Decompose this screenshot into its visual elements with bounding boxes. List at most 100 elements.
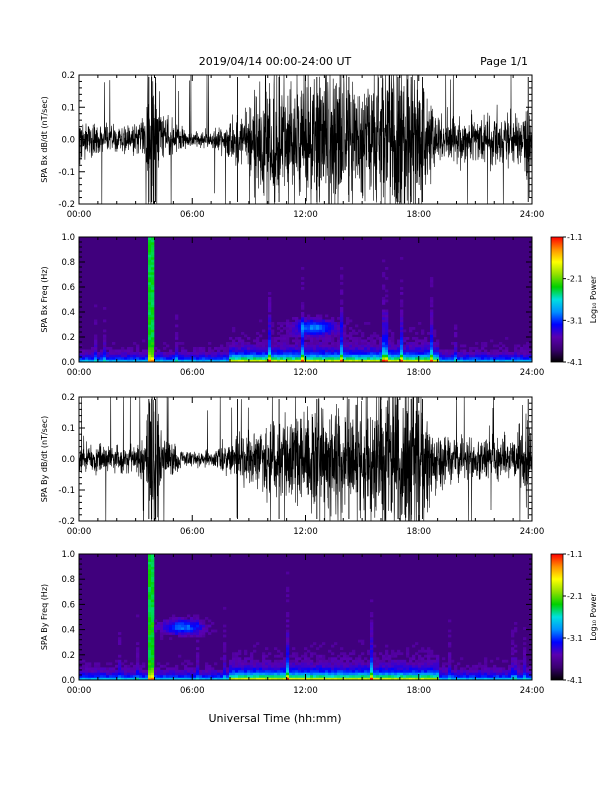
spectrogram-cell <box>124 664 128 668</box>
spectrogram-cell <box>418 677 422 681</box>
spectrogram-cell <box>439 352 443 355</box>
spectrogram-cell <box>271 662 275 666</box>
spectrogram-cell <box>145 675 149 678</box>
spectrogram-cell <box>151 252 155 255</box>
spectrogram-cell <box>376 347 380 350</box>
spectrogram-cell <box>304 344 308 348</box>
spectrogram-cell <box>340 329 344 333</box>
spectrogram-cell <box>118 637 122 640</box>
spectrogram-cell <box>382 309 386 313</box>
spectrogram-cell <box>385 654 389 658</box>
spectrogram-cell <box>202 627 206 630</box>
spectrogram-cell <box>364 662 368 666</box>
spectrogram-cell <box>385 664 389 668</box>
spectrogram-cell <box>406 664 410 668</box>
spectrogram-cell <box>520 659 524 663</box>
spectrogram-cell <box>289 329 293 333</box>
spectrogram-cell <box>409 667 413 671</box>
spectrogram-cell <box>343 349 347 353</box>
spectrogram-cell <box>130 677 134 681</box>
spectrogram-cell <box>154 667 158 671</box>
spectrogram-cell <box>325 357 329 360</box>
spectrogram-cell <box>286 659 290 663</box>
spectrogram-cell <box>148 292 152 295</box>
spectrogram-cell <box>136 354 140 358</box>
spectrogram-cell <box>325 342 329 345</box>
spectrogram-cell <box>442 677 446 681</box>
spectrogram-cell <box>388 342 392 345</box>
spectrogram-cell <box>316 672 320 676</box>
spectrogram-cell <box>484 677 488 681</box>
spectrogram-cell <box>382 327 386 330</box>
spectrogram-cell <box>445 677 449 681</box>
spectrogram-cell <box>274 667 278 671</box>
spectrogram-cell <box>319 314 323 318</box>
spectrogram-cell <box>184 669 188 673</box>
spectrogram-cell <box>283 359 287 363</box>
spectrogram-cell <box>403 664 407 668</box>
spectrogram-cell <box>148 262 152 265</box>
spectrogram-cell <box>355 342 359 345</box>
spectrogram-cell <box>151 259 155 263</box>
spectrogram-cell <box>175 347 179 350</box>
spectrogram-cell <box>373 657 377 661</box>
spectrogram-cell <box>385 327 389 330</box>
spectrogram-cell <box>127 347 131 350</box>
spectrogram-cell <box>79 677 83 681</box>
y-tick-label: 0.2 <box>61 71 75 81</box>
spectrogram-cell <box>286 357 290 360</box>
spectrogram-cell <box>235 667 239 671</box>
spectrogram-cell <box>409 349 413 353</box>
spectrogram-cell <box>148 564 152 567</box>
spectrogram-cell <box>391 659 395 663</box>
spectrogram-cell <box>307 332 311 335</box>
spectrogram-cell <box>322 654 326 658</box>
spectrogram-cell <box>205 664 209 668</box>
spectrogram-cell <box>430 652 434 656</box>
spectrogram-cell <box>349 669 353 673</box>
spectrogram-cell <box>520 359 524 363</box>
spectrogram-cell <box>391 675 395 678</box>
spectrogram-cell <box>265 354 269 358</box>
spectrogram-cell <box>181 632 185 635</box>
spectrogram-cell <box>499 672 503 676</box>
spectrogram-cell <box>424 654 428 658</box>
spectrogram-cell <box>166 352 170 355</box>
spectrogram-cell <box>349 677 353 681</box>
spectrogram-cell <box>325 664 329 668</box>
spectrogram-cell <box>418 347 422 350</box>
spectrogram-cell <box>373 344 377 348</box>
spectrogram-cell <box>415 337 419 340</box>
spectrogram-cell <box>385 352 389 355</box>
spectrogram-cell <box>373 332 377 335</box>
spectrogram-cell <box>355 339 359 343</box>
spectrogram-cell <box>400 652 404 656</box>
spectrogram-cell <box>127 667 131 671</box>
spectrogram-cell <box>301 347 305 350</box>
spectrogram-cell <box>79 359 83 363</box>
spectrogram-cell <box>508 357 512 360</box>
spectrogram-cell <box>295 337 299 340</box>
spectrogram-cell <box>238 667 242 671</box>
spectrogram-cell <box>430 667 434 671</box>
spectrogram-cell <box>340 277 344 280</box>
spectrogram-cell <box>520 354 524 358</box>
spectrogram-cell <box>310 334 314 338</box>
spectrogram-cell <box>298 677 302 681</box>
spectrogram-cell <box>433 344 437 348</box>
spectrogram-cell <box>370 675 374 678</box>
spectrogram-cell <box>280 677 284 681</box>
spectrogram-cell <box>175 359 179 363</box>
spectrogram-cell <box>505 669 509 673</box>
spectrogram-cell <box>361 357 365 360</box>
spectrogram-cell <box>247 657 251 661</box>
spectrogram-cell <box>100 677 104 681</box>
spectrogram-cell <box>148 332 152 335</box>
spectrogram-cell <box>370 662 374 666</box>
spectrogram-cell <box>358 347 362 350</box>
spectrogram-cell <box>250 675 254 678</box>
spectrogram-cell <box>412 327 416 330</box>
spectrogram-cell <box>382 274 386 278</box>
spectrogram-cell <box>421 352 425 355</box>
spectrogram-cell <box>427 342 431 345</box>
